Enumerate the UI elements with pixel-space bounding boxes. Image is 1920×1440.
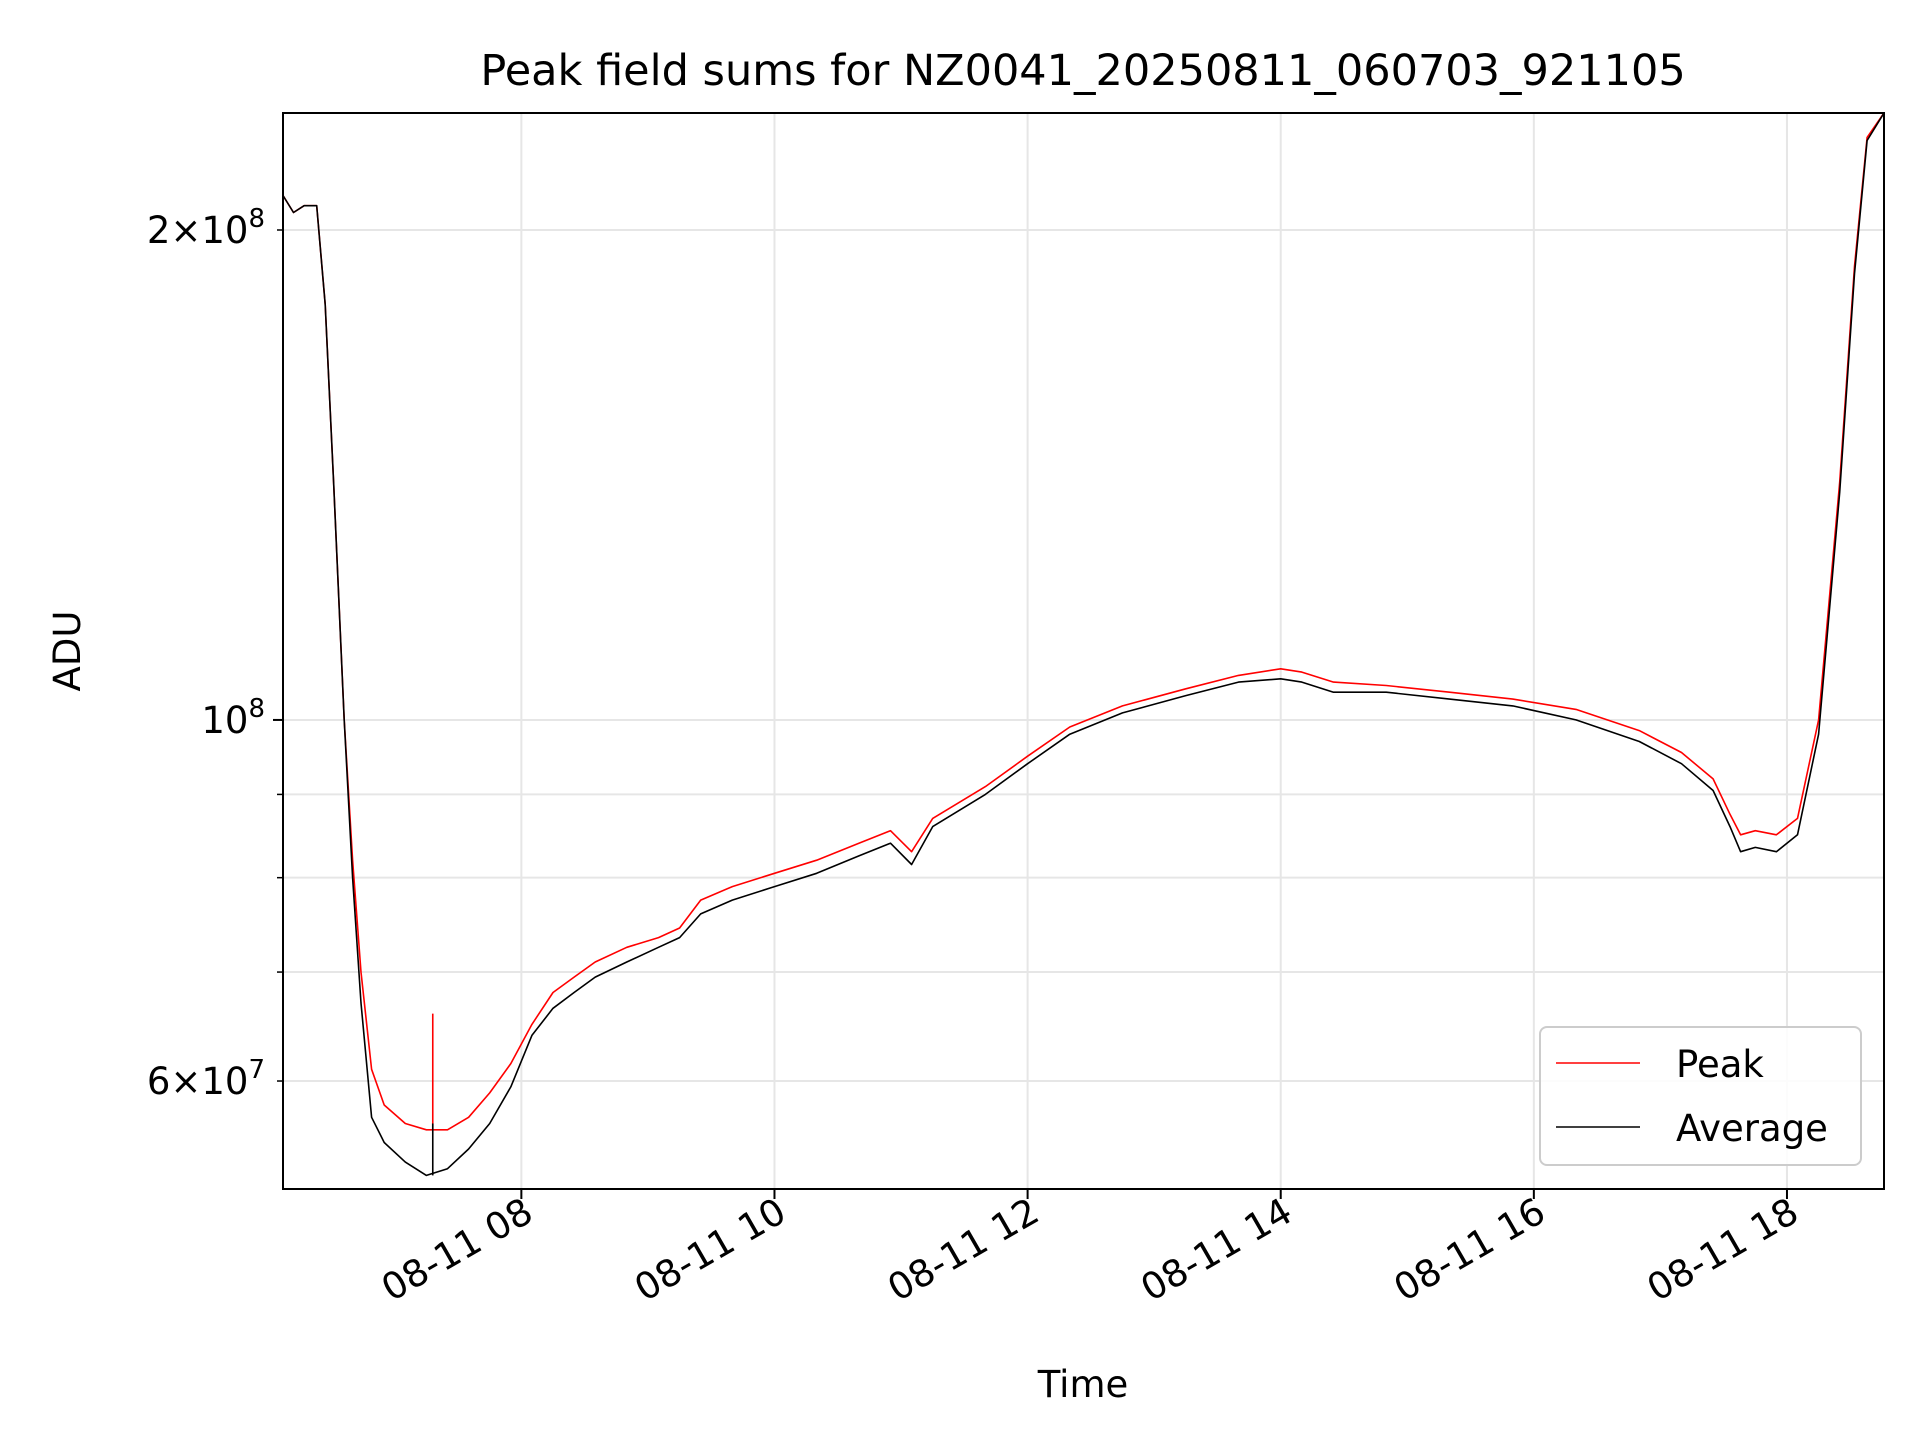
y-tick-label: 2×108 xyxy=(147,204,265,252)
chart-title: Peak field sums for NZ0041_20250811_0607… xyxy=(480,46,1685,96)
x-axis-label: Time xyxy=(1037,1363,1129,1406)
legend-peak-label: Peak xyxy=(1676,1043,1764,1086)
legend-average-label: Average xyxy=(1676,1107,1828,1150)
y-axis-ticks: 6×107 108 2×108 xyxy=(147,204,283,1103)
y-tick-label: 108 xyxy=(201,694,265,742)
y-tick-label: 6×107 xyxy=(147,1055,265,1103)
legend-box xyxy=(1539,1026,1862,1166)
series-layer xyxy=(282,112,1885,1177)
y-axis-label: ADU xyxy=(46,611,89,692)
series-line-peak xyxy=(282,112,1885,1131)
series-line-average xyxy=(282,112,1885,1177)
plot-frame xyxy=(282,112,1885,1190)
legend: Peak Average xyxy=(1539,1026,1862,1166)
grid xyxy=(283,113,1884,1189)
